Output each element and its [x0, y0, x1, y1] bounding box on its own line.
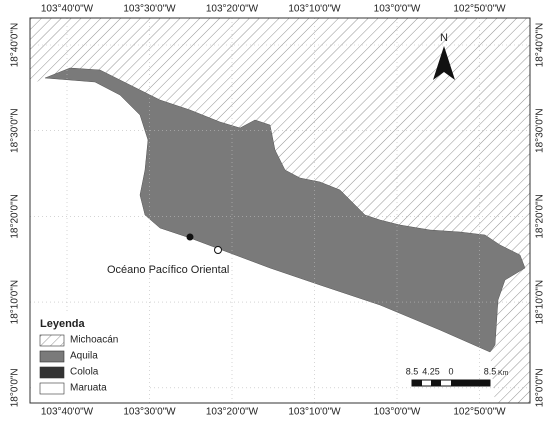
scale-segment	[412, 380, 422, 386]
latitude-label: 18°30'0"N	[10, 108, 21, 153]
latitude-label: 18°10'0"N	[10, 280, 21, 325]
scale-unit: Km	[498, 370, 509, 377]
legend-label: Aquila	[70, 351, 98, 362]
scale-label: 8.5	[484, 366, 497, 376]
longitude-label: 103°40'0"W	[41, 407, 94, 418]
longitude-label: 103°30'0"W	[123, 407, 176, 418]
longitude-label: 103°10'0"W	[288, 4, 341, 15]
latitude-label: 18°40'0"N	[535, 23, 546, 68]
legend-swatch	[39, 382, 65, 395]
legend-swatch	[39, 334, 65, 347]
latitude-label: 18°30'0"N	[535, 108, 546, 153]
legend-swatch	[39, 366, 65, 379]
longitude-label: 103°20'0"W	[206, 407, 259, 418]
legend-swatch	[39, 350, 65, 363]
legend-label: Michoacán	[70, 335, 118, 346]
longitude-label: 103°20'0"W	[206, 4, 259, 15]
longitude-label: 103°0'0"W	[374, 407, 421, 418]
scale-label: 8.5	[406, 366, 419, 376]
latitude-label: 18°20'0"N	[535, 194, 546, 239]
longitude-label: 103°40'0"W	[41, 4, 94, 15]
legend-title: Leyenda	[40, 318, 86, 330]
graticule	[30, 18, 530, 403]
map-frame	[29, 17, 531, 404]
longitude-label: 102°50'0"W	[453, 4, 506, 15]
scale-label: 4.25	[422, 366, 440, 376]
maruata-point	[214, 246, 222, 254]
aquila-area	[44, 67, 526, 353]
legend-label: Maruata	[70, 383, 107, 394]
north-label: N	[440, 32, 448, 44]
latitude-label: 18°20'0"N	[10, 194, 21, 239]
longitude-label: 103°30'0"W	[123, 4, 176, 15]
latitude-label: 18°40'0"N	[10, 23, 21, 68]
longitude-label: 103°0'0"W	[374, 4, 421, 15]
latitude-label: 18°0'0"N	[10, 368, 21, 407]
legend: Michoacán Aquila Colola Maruata	[39, 334, 118, 395]
scale-bar: 8.5 4.25 0 8.5 Km	[406, 366, 509, 387]
legend-label: Colola	[70, 367, 99, 378]
latitude-label: 18°0'0"N	[535, 368, 546, 407]
colola-point	[186, 233, 194, 241]
scale-label: 0	[448, 366, 453, 376]
ocean	[30, 18, 495, 403]
longitude-label: 103°10'0"W	[288, 407, 341, 418]
longitude-label: 102°50'0"W	[453, 407, 506, 418]
north-arrow	[433, 46, 455, 80]
latitude-label: 18°10'0"N	[535, 280, 546, 325]
scale-segment	[431, 380, 441, 386]
scale-segment	[451, 380, 490, 386]
ocean-label: Océano Pacífico Oriental	[107, 264, 229, 276]
